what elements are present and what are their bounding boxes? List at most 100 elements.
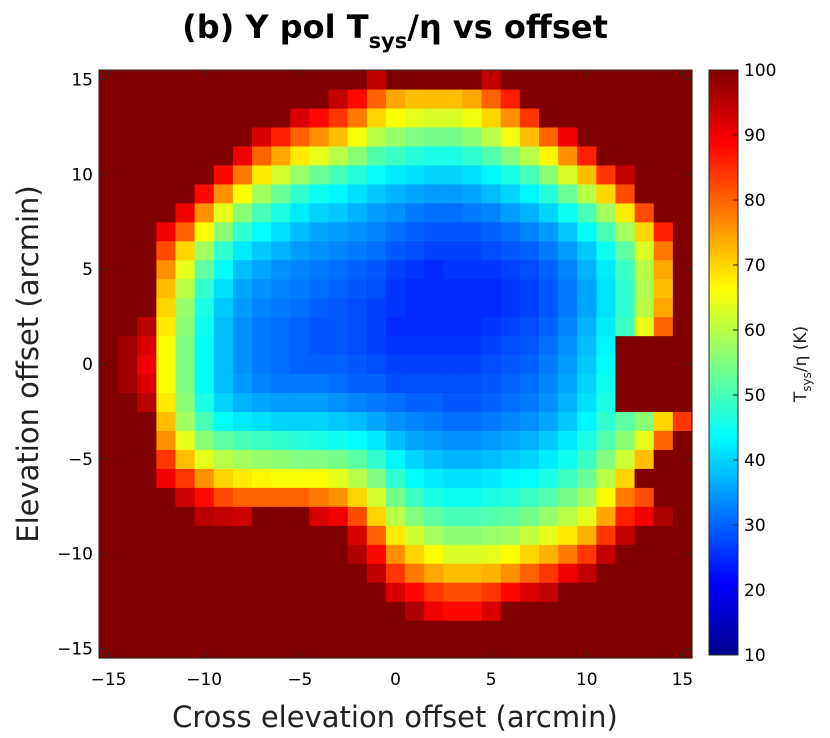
heatmap-cell [519,202,540,223]
heatmap-cell [443,335,464,356]
heatmap-cell [385,145,406,166]
heatmap-cell [462,164,483,185]
heatmap-cell [194,221,215,242]
heatmap-cell [596,506,617,526]
heatmap-cell [519,620,540,640]
heatmap-cell [328,639,349,659]
heatmap-cell [443,620,464,640]
heatmap-cell [328,506,349,526]
heatmap-cell [615,563,636,583]
heatmap-cell [481,392,502,413]
heatmap-cell [213,70,234,90]
heatmap-cell [443,297,464,318]
heatmap-cell [137,563,157,583]
heatmap-cell [328,316,349,337]
heatmap-cell [118,373,138,394]
heatmap-cell [118,297,138,318]
heatmap-cell [137,316,157,337]
heatmap-cell [366,354,387,375]
heatmap-cell [672,316,693,337]
heatmap-cell [481,373,502,394]
heatmap-cell [577,487,597,507]
x-tick-label: −15 [91,670,127,690]
heatmap-cell [385,126,406,147]
heatmap-cell [462,259,483,280]
heatmap-cell [328,183,349,204]
heatmap-cell [424,70,444,90]
heatmap-cell [252,487,272,507]
heatmap-cell [366,544,387,564]
heatmap-cell [462,639,483,659]
heatmap-cell [366,316,387,337]
heatmap-cell [462,601,483,621]
heatmap-cell [137,335,157,356]
heatmap-cell [615,126,636,147]
heatmap-cell [385,259,406,280]
heatmap-cell [385,202,406,223]
heatmap-cell [271,639,291,659]
heatmap-cell [500,563,521,583]
heatmap-cell [519,430,540,450]
heatmap-cell [309,316,330,337]
x-tick-label: 15 [672,670,694,690]
heatmap-cell [271,506,291,526]
heatmap-cell [252,278,272,299]
heatmap-cell [252,468,272,488]
heatmap-cell [194,354,215,375]
heatmap-cell [118,487,138,507]
heatmap-cell [175,259,196,280]
heatmap-cell [366,449,387,469]
heatmap-cell [615,145,636,166]
heatmap-cell [596,639,617,659]
heatmap-cell [366,88,387,109]
heatmap-cell [99,601,119,621]
heatmap-cell [99,221,119,242]
heatmap-cell [156,506,177,526]
heatmap-cell [500,126,521,147]
heatmap-cell [328,354,349,375]
heatmap-cell [252,335,272,356]
heatmap-cell [194,70,215,90]
heatmap-cell [309,373,330,394]
heatmap-cell [481,449,502,469]
heatmap-cell [328,221,349,242]
heatmap-cell [405,449,425,469]
heatmap-cell [519,468,540,488]
heatmap-cell [156,487,177,507]
heatmap-cell [672,506,693,526]
heatmap-cell [385,487,406,507]
heatmap-cell [462,183,483,204]
heatmap-cell [252,392,272,413]
heatmap-cell [252,525,272,545]
heatmap-cell [405,392,425,413]
heatmap-cell [290,88,311,109]
heatmap-cell [118,335,138,356]
heatmap-cell [653,506,674,526]
heatmap-cell [194,202,215,223]
heatmap-cell [481,240,502,261]
heatmap-cell [252,107,272,128]
heatmap-cell [538,278,559,299]
heatmap-cell [309,411,330,431]
heatmap-cell [596,297,617,318]
heatmap-cell [309,70,330,90]
heatmap-cell [596,145,617,166]
heatmap-cell [672,221,693,242]
heatmap-cell [252,411,272,431]
heatmap-cell [500,221,521,242]
heatmap-cell [328,202,349,223]
y-tick-label: 10 [71,165,93,185]
heatmap-cell [137,639,157,659]
heatmap-cell [405,506,425,526]
heatmap-cell [443,582,464,602]
heatmap-cell [328,335,349,356]
heatmap-cell [99,259,119,280]
heatmap-cell [213,506,234,526]
heatmap-cell [271,221,291,242]
heatmap-cell [118,601,138,621]
heatmap-cell [271,392,291,413]
heatmap-cell [175,278,196,299]
heatmap-cell [519,278,540,299]
heatmap-cell [672,354,693,375]
heatmap-cell [653,525,674,545]
